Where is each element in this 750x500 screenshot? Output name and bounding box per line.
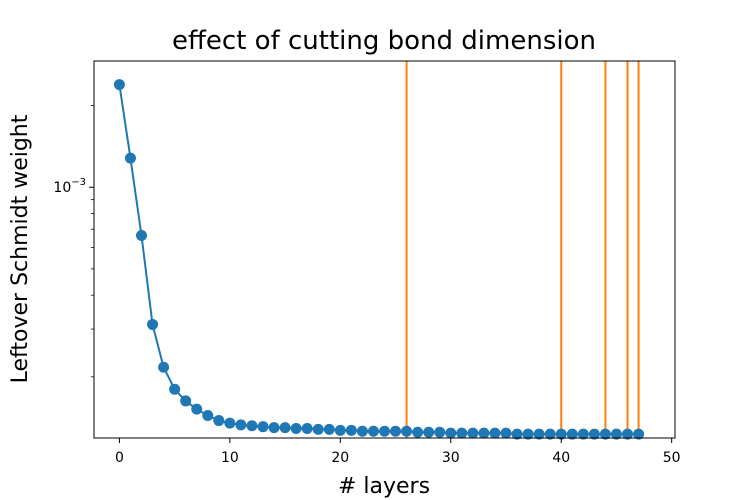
data-point xyxy=(445,427,457,439)
data-point xyxy=(257,421,269,433)
data-point xyxy=(323,423,335,435)
data-point xyxy=(367,425,379,437)
data-point xyxy=(135,229,147,241)
data-point xyxy=(113,79,125,91)
chart-title: effect of cutting bond dimension xyxy=(172,26,596,56)
data-point xyxy=(301,422,313,434)
data-point xyxy=(588,428,600,440)
data-point xyxy=(147,318,159,330)
data-point xyxy=(577,428,589,440)
axis-ticks: 0 10 20 30 40 50 10−3 xyxy=(53,105,681,466)
data-point xyxy=(511,428,523,440)
data-point xyxy=(622,428,634,440)
data-point xyxy=(279,422,291,434)
data-point xyxy=(544,428,556,440)
data-point xyxy=(390,425,402,437)
data-series xyxy=(113,79,645,440)
data-point xyxy=(180,395,192,407)
data-point xyxy=(379,425,390,437)
data-point xyxy=(610,428,622,440)
x-tick-label: 30 xyxy=(442,450,460,466)
data-point xyxy=(478,427,490,439)
x-tick-label: 0 xyxy=(115,450,124,466)
data-point xyxy=(290,422,302,434)
data-point xyxy=(423,426,435,438)
x-axis-label: # layers xyxy=(338,474,430,499)
data-point xyxy=(500,427,512,439)
data-point xyxy=(158,361,170,373)
plot-background xyxy=(94,61,675,438)
data-point xyxy=(312,423,324,435)
data-point xyxy=(213,415,225,427)
data-point xyxy=(268,422,280,434)
plot-frame xyxy=(93,60,676,439)
data-point xyxy=(555,428,567,440)
x-tick-label: 40 xyxy=(552,450,570,466)
data-point xyxy=(434,426,446,438)
y-tick-label: 10−3 xyxy=(53,177,86,196)
data-point xyxy=(235,419,247,431)
data-point xyxy=(191,403,203,415)
data-point xyxy=(522,428,534,440)
data-point xyxy=(334,424,346,436)
data-point xyxy=(489,427,501,439)
data-point xyxy=(456,427,468,439)
y-axis-label: Leftover Schmidt weight xyxy=(8,114,33,383)
data-point xyxy=(202,410,214,422)
x-tick-label: 10 xyxy=(221,450,239,466)
data-point xyxy=(124,152,136,164)
vertical-lines xyxy=(405,61,640,438)
data-point xyxy=(401,425,413,437)
x-tick-label: 50 xyxy=(663,450,681,466)
data-point xyxy=(566,428,578,440)
data-point xyxy=(599,428,611,440)
x-tick-label: 20 xyxy=(331,450,349,466)
data-point xyxy=(633,428,645,440)
data-point xyxy=(246,420,258,432)
data-point xyxy=(345,424,357,436)
data-point xyxy=(467,427,479,439)
data-point xyxy=(224,417,236,429)
data-point xyxy=(356,425,368,437)
data-point xyxy=(169,383,181,395)
data-point xyxy=(533,428,545,440)
data-point xyxy=(412,426,424,438)
